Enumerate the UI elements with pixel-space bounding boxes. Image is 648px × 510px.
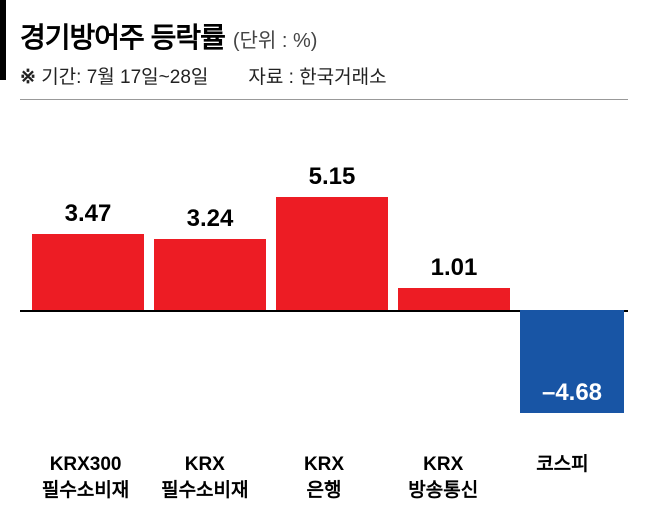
x-axis-label: KRX 필수소비재 [145,452,264,503]
chart-container: 경기방어주 등락률 (단위 : %) ※ 기간: 7월 17일~28일 자료 :… [0,0,648,510]
asterisk-icon: ※ [20,67,36,88]
title-row: 경기방어주 등락률 (단위 : %) [20,16,628,56]
period-text: 기간: 7월 17일~28일 [41,67,208,88]
source-text: 한국거래소 [299,67,386,88]
bar-value-label: 5.15 [276,163,388,191]
bar [32,234,144,310]
bar-value-label: 3.47 [32,200,144,228]
bar-value-label: 3.24 [154,205,266,233]
bar-value-label: 1.01 [398,254,510,282]
x-axis-labels: KRX300 필수소비재KRX 필수소비재KRX 은행KRX 방송통신코스피 [20,452,628,503]
x-axis-label: KRX 은행 [264,452,383,503]
chart-subhead: ※ 기간: 7월 17일~28일 자료 : 한국거래소 [20,62,628,89]
chart-source: 자료 : 한국거래소 [248,62,386,89]
bar [398,288,510,310]
chart-title: 경기방어주 등락률 [20,16,225,56]
header-divider [20,99,628,100]
chart-header: 경기방어주 등락률 (단위 : %) ※ 기간: 7월 17일~28일 자료 :… [20,16,628,89]
source-label: 자료 : [248,67,294,88]
x-axis-label: KRX 방송통신 [384,452,503,503]
accent-bar [0,0,6,80]
plot-area: 3.47 3.24 5.15 1.01 –4.68 [20,110,628,450]
chart-unit: (단위 : %) [233,24,318,53]
x-axis-label: 코스피 [503,452,622,503]
bar-value-label: –4.68 [520,379,624,407]
bar [276,197,388,310]
x-axis-label: KRX300 필수소비재 [26,452,145,503]
chart-period: ※ 기간: 7월 17일~28일 [20,62,208,89]
bar [154,239,266,310]
